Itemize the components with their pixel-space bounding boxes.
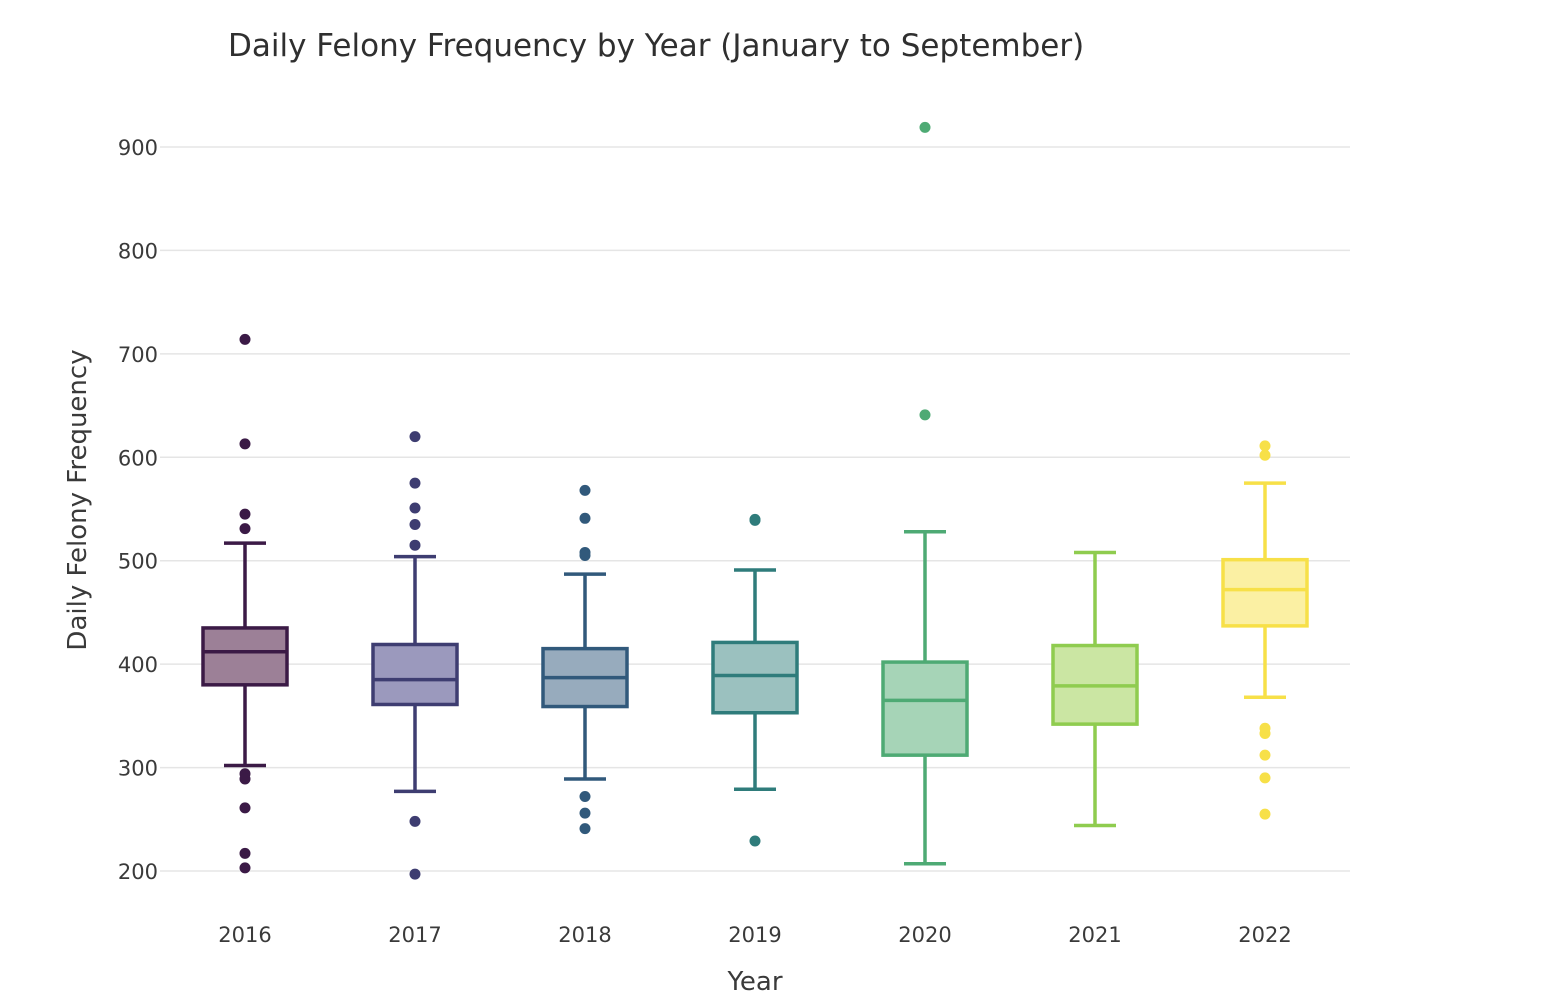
outlier-point xyxy=(239,802,251,814)
y-tick-label-400: 400 xyxy=(118,653,158,677)
outlier-point xyxy=(1259,440,1271,452)
x-tick-label-2018: 2018 xyxy=(558,923,611,947)
outlier-point xyxy=(239,523,251,535)
y-tick-label-700: 700 xyxy=(118,343,158,367)
y-tick-label-300: 300 xyxy=(118,757,158,781)
outlier-point xyxy=(409,868,421,880)
outlier-point xyxy=(1259,749,1271,761)
outlier-point xyxy=(409,431,421,443)
outlier-point xyxy=(1259,727,1271,739)
x-tick-label-2020: 2020 xyxy=(898,923,951,947)
outlier-point xyxy=(1259,772,1271,784)
outlier-point xyxy=(579,807,591,819)
box-2018 xyxy=(541,484,629,835)
outlier-point xyxy=(239,508,251,520)
outlier-point xyxy=(239,333,251,345)
x-tick-label-2022: 2022 xyxy=(1238,923,1291,947)
chart-title: Daily Felony Frequency by Year (January … xyxy=(228,28,1085,64)
iqr-box xyxy=(881,660,969,757)
outlier-point xyxy=(919,409,931,421)
outlier-point xyxy=(579,550,591,562)
outlier-point xyxy=(409,502,421,514)
outlier-point xyxy=(239,773,251,785)
outlier-point xyxy=(579,791,591,803)
x-tick-label-2021: 2021 xyxy=(1068,923,1121,947)
outlier-point xyxy=(1259,808,1271,820)
iqr-box xyxy=(1221,557,1309,628)
outlier-point xyxy=(409,815,421,827)
box-2019 xyxy=(711,513,799,847)
x-tick-label-2016: 2016 xyxy=(218,923,271,947)
outlier-point xyxy=(579,512,591,524)
x-axis-ticks: 2016 2017 2018 2019 2020 2021 2022 xyxy=(218,923,1291,947)
box-2020 xyxy=(881,121,969,866)
y-tick-label-900: 900 xyxy=(118,136,158,160)
iqr-box xyxy=(711,640,799,715)
x-tick-label-2019: 2019 xyxy=(728,923,781,947)
box-series xyxy=(201,121,1309,880)
y-tick-label-800: 800 xyxy=(118,239,158,263)
outlier-point xyxy=(239,438,251,450)
y-axis-ticks: 200 300 400 500 600 700 800 900 xyxy=(118,136,158,884)
x-tick-label-2017: 2017 xyxy=(388,923,441,947)
outlier-point xyxy=(409,519,421,531)
outlier-point xyxy=(239,862,251,874)
box-2017 xyxy=(371,431,459,880)
y-tick-label-500: 500 xyxy=(118,550,158,574)
box-2016 xyxy=(201,333,289,874)
y-tick-label-600: 600 xyxy=(118,446,158,470)
outlier-point xyxy=(1259,449,1271,461)
outlier-point xyxy=(749,835,761,847)
iqr-box xyxy=(371,642,459,707)
y-tick-label-200: 200 xyxy=(118,860,158,884)
x-axis-title: Year xyxy=(726,967,782,997)
outlier-point xyxy=(579,823,591,835)
outlier-point xyxy=(919,121,931,133)
box-2021 xyxy=(1051,550,1139,828)
outlier-point xyxy=(409,477,421,489)
box-2022 xyxy=(1221,440,1309,820)
outlier-point xyxy=(579,484,591,496)
outlier-point xyxy=(409,539,421,551)
outlier-point xyxy=(749,514,761,526)
y-axis-title: Daily Felony Frequency xyxy=(63,349,93,650)
iqr-box xyxy=(201,626,289,687)
outlier-point xyxy=(239,847,251,859)
